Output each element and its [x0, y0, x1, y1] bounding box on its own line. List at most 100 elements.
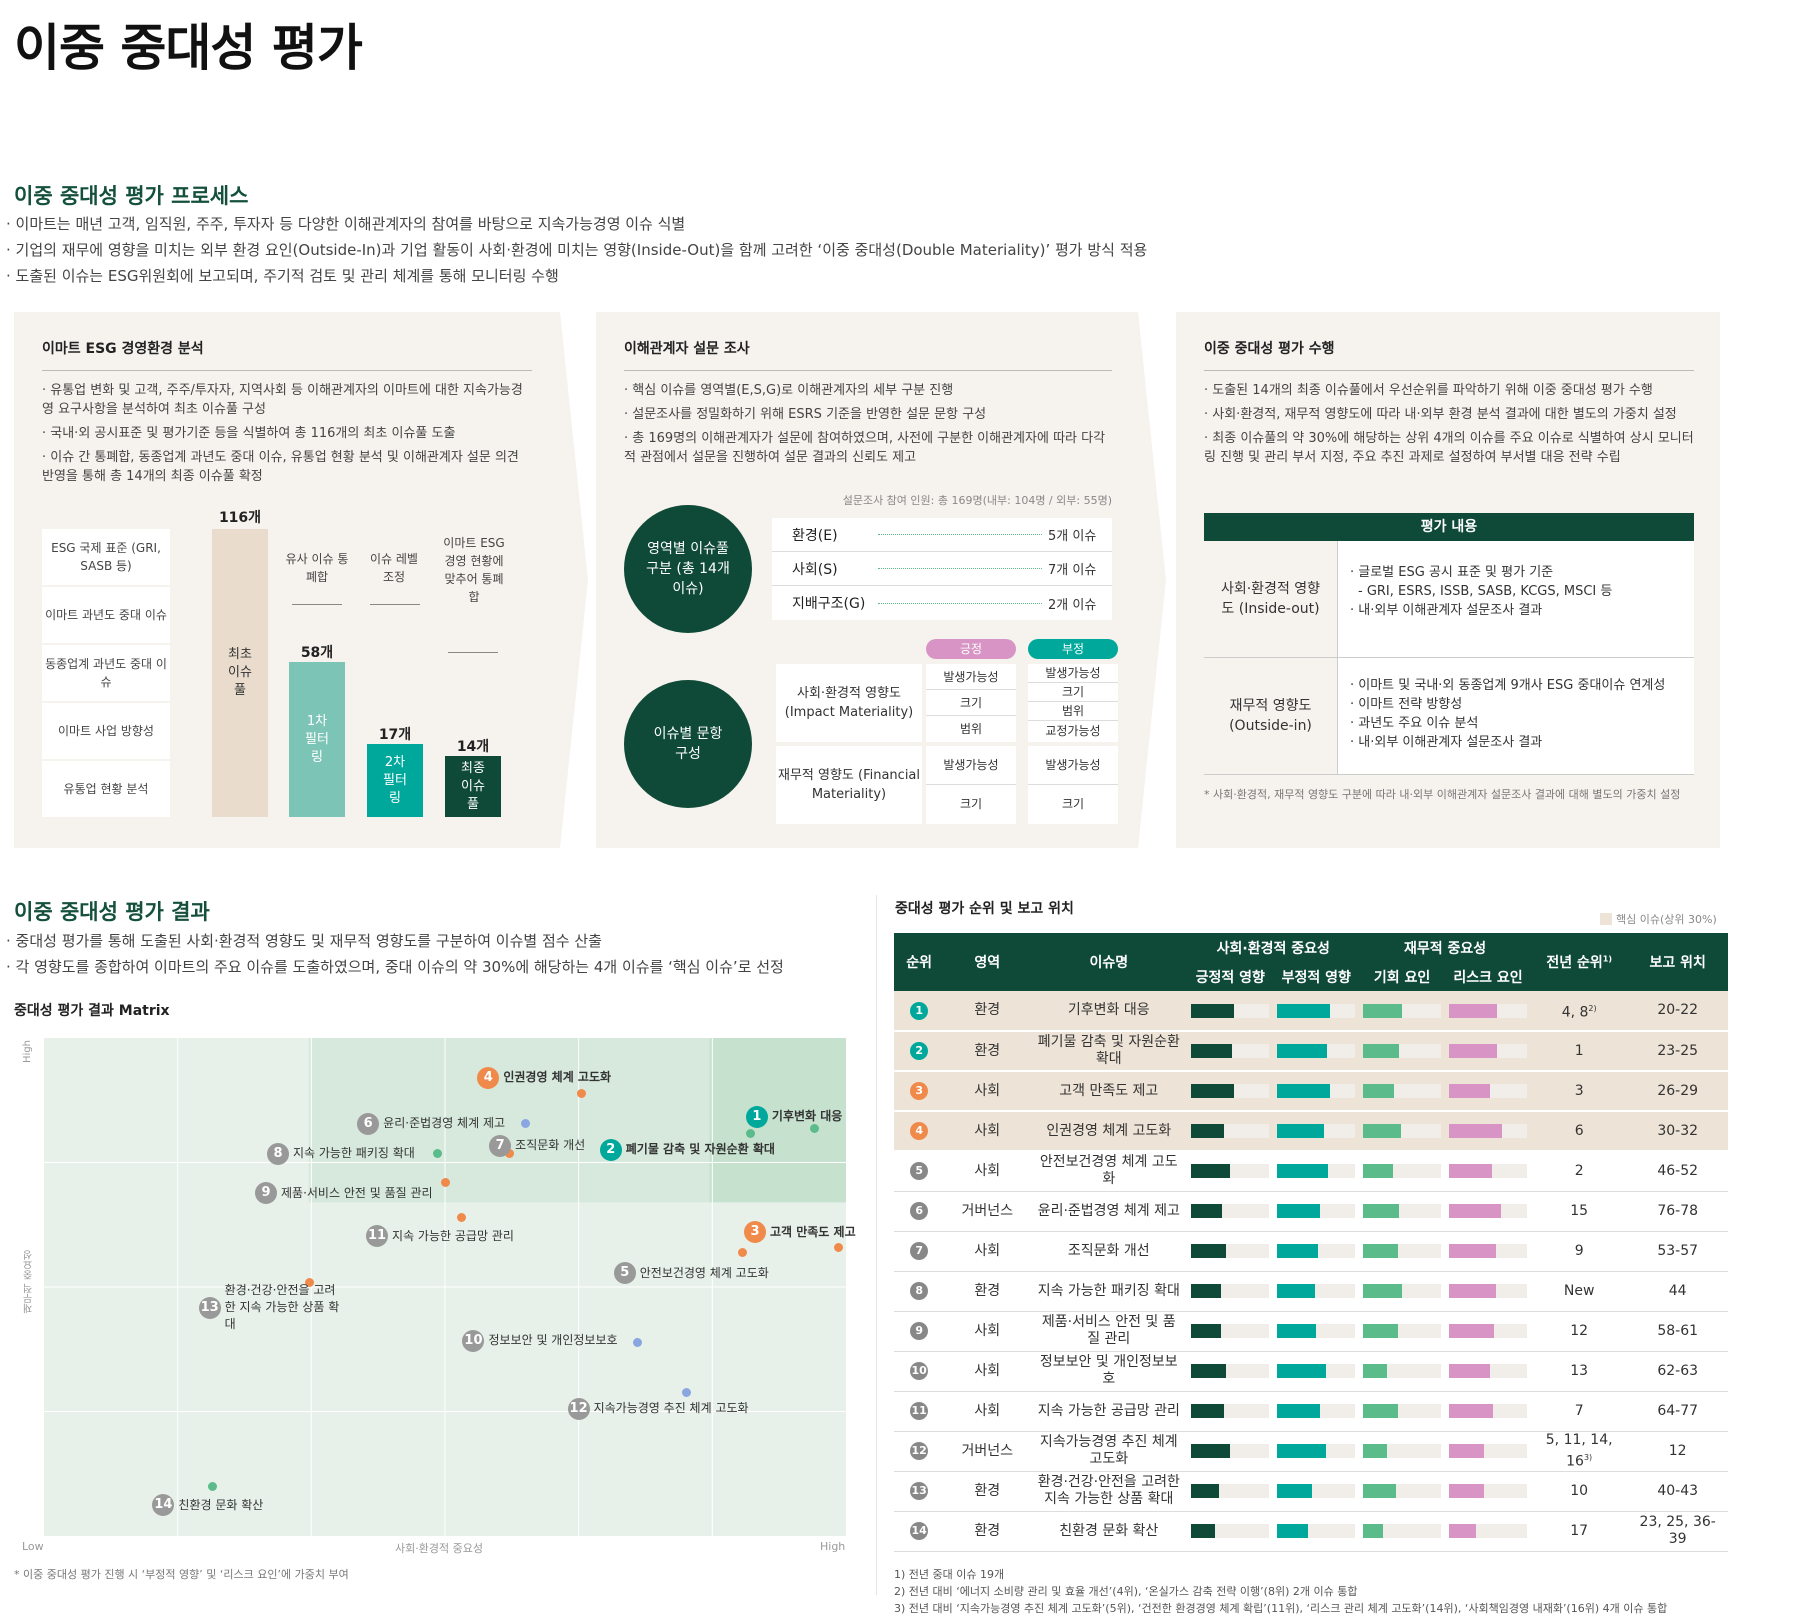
panel1-bullet: · 이슈 간 통폐합, 동종업계 과년도 중대 이슈, 유통업 현황 분석 및 … [42, 450, 519, 484]
result-title: 이중 중대성 평가 결과 [14, 900, 210, 924]
score-bar [1277, 1444, 1356, 1458]
table-row: 7 사회 조직문화 개선 9 53-57 [894, 1231, 1728, 1272]
score-bar [1449, 1204, 1528, 1218]
area-cell: 사회 [944, 1151, 1031, 1192]
report-cell: 12 [1627, 1431, 1728, 1472]
score-bar-fill [1449, 1164, 1492, 1179]
issue-cell: 환경·건강·안전을 고려한 지속 가능한 상품 확대 [1030, 1471, 1188, 1512]
score-bar-fill [1191, 1244, 1226, 1258]
score-bar [1363, 1044, 1442, 1058]
matrix-points: 1 기후변화 대응 2 폐기물 감축 및 자원순환 확대 3 고객 만족도 제고 4 인권경영… [44, 1038, 856, 1536]
score-bar [1191, 1484, 1270, 1498]
score-bar-fill [1277, 1284, 1315, 1298]
matrix-issue-label: 지속 가능한 공급망 관리 [392, 1228, 514, 1243]
score-cell [1359, 1191, 1446, 1232]
score-cell [1445, 1271, 1531, 1312]
rank-cell: 14 [894, 1511, 945, 1552]
score-bar [1449, 1044, 1528, 1058]
page-title: 이중 중대성 평가 [14, 19, 363, 77]
th-issue: 이슈명 [1030, 933, 1188, 991]
score-bar-fill [1191, 1484, 1220, 1498]
panel2-title: 이해관계자 설문 조사 [624, 338, 1112, 371]
score-bar [1363, 1404, 1442, 1418]
score-cell [1273, 1071, 1360, 1112]
score-cell [1445, 1071, 1531, 1112]
rank-badge: 8 [910, 1282, 929, 1300]
score-cell [1187, 1071, 1274, 1112]
score-cell [1445, 1031, 1531, 1072]
matrix-label-13: 13 환경·건강·안전을 고려한 지속 가능한 상품 확대 [198, 1282, 345, 1333]
matrix-number-badge: 5 [613, 1262, 636, 1285]
score-bar [1363, 1204, 1442, 1218]
rank-cell: 10 [894, 1351, 945, 1392]
score-bar-fill [1191, 1124, 1225, 1138]
score-bar-fill [1363, 1324, 1399, 1338]
matrix-label-5: 5 안전보건경영 체계 고도화 [613, 1262, 769, 1285]
area-leader [878, 568, 1042, 569]
score-cell [1445, 1431, 1531, 1472]
matrix-number-badge: 14 [152, 1494, 175, 1517]
process-arrow [1138, 312, 1166, 848]
circle-label: 영역별 이슈풀 구분 (총 14개 이슈) [646, 541, 730, 597]
ranking-body: 1 환경 기후변화 대응 4, 82) 20-22 2 환경 폐기물 감축 및 자원순환 확대… [894, 991, 1728, 1552]
score-bar [1449, 1244, 1528, 1258]
score-cell [1187, 1191, 1274, 1232]
rank-badge: 1 [910, 1001, 929, 1020]
financial-label: 재무적 영향도 (Financial Materiality) [776, 746, 922, 824]
source-list: ESG 국제 표준 (GRI, SASB 등) 이마트 과년도 중대 이슈 동종… [42, 529, 170, 817]
score-bar [1449, 1324, 1528, 1338]
score-bar [1277, 1124, 1356, 1138]
section-divider [876, 895, 877, 1595]
bar-label: 최초 이슈 풀 [228, 647, 252, 698]
matrix-issue-label: 조직문화 개선 [515, 1138, 586, 1153]
table-row: 2 환경 폐기물 감축 및 자원순환 확대 1 23-25 [894, 1031, 1728, 1072]
matrix-point-13 [304, 1278, 314, 1288]
area-name: 지배구조(G) [792, 596, 866, 612]
rank-cell: 5 [894, 1151, 945, 1192]
matrix-issue-label: 정보보안 및 개인정보보호 [488, 1333, 618, 1348]
impact-positive-list: 발생가능성 크기 범위 [926, 664, 1016, 742]
prev-rank-cell: 12 [1530, 1311, 1628, 1352]
bar-value-14: 14개 [456, 739, 490, 755]
prev-rank-cell: 13 [1530, 1351, 1628, 1392]
issue-cell: 조직문화 개선 [1030, 1231, 1188, 1272]
report-cell: 62-63 [1627, 1351, 1728, 1392]
score-bar [1191, 1444, 1270, 1458]
area-cell: 거버넌스 [944, 1431, 1031, 1472]
issue-cell: 친환경 문화 확산 [1030, 1511, 1188, 1552]
bar-second-filter: 2차 필터링 [367, 744, 423, 817]
rank-badge: 9 [910, 1322, 929, 1340]
source-item: 이마트 과년도 중대 이슈 [42, 587, 170, 643]
table-row: 10 사회 정보보안 및 개인정보보호 13 62-63 [894, 1351, 1728, 1392]
criterion: 크기 [1028, 785, 1118, 824]
bar-value-58: 58개 [300, 645, 334, 661]
criterion: 교정가능성 [1028, 721, 1118, 742]
area-cell: 환경 [944, 991, 1031, 1032]
score-cell [1359, 1151, 1446, 1192]
matrix-point-4 [577, 1088, 587, 1098]
matrix-issue-label: 윤리·준법경영 체계 제고 [383, 1116, 506, 1131]
report-cell: 23, 25, 36-39 [1627, 1511, 1728, 1552]
issue-cell: 인권경영 체계 고도화 [1030, 1111, 1188, 1152]
score-cell [1359, 1431, 1446, 1472]
issue-cell: 지속 가능한 공급망 관리 [1030, 1391, 1188, 1432]
score-bar-fill [1277, 1404, 1321, 1418]
matrix-point-6 [521, 1118, 531, 1128]
assessment-item: · 글로벌 ESG 공시 표준 및 평가 기준 [1350, 565, 1554, 580]
th-area: 영역 [944, 933, 1031, 991]
prev-rank-cell: 6 [1530, 1111, 1628, 1152]
criterion: 발생가능성 [926, 664, 1016, 690]
matrix-point-8 [432, 1148, 442, 1158]
assessment-item: · 이마트 전략 방향성 [1350, 697, 1463, 712]
matrix-issue-label: 지속 가능한 패키징 확대 [292, 1146, 415, 1161]
score-bar [1363, 1164, 1442, 1179]
assessment-item: · 내·외부 이해관계자 설문조사 결과 [1350, 735, 1543, 750]
score-cell [1187, 1031, 1274, 1072]
score-cell [1187, 1231, 1274, 1272]
matrix-label-3: 3 고객 만족도 제고 [743, 1221, 856, 1244]
score-cell [1187, 1111, 1274, 1152]
footnote: 3) 전년 대비 ‘지속가능경영 추진 체계 고도화’(5위), ‘건전한 환경… [894, 1602, 1668, 1615]
process-title: 이중 중대성 평가 프로세스 [14, 184, 249, 208]
matrix-label-9: 9 제품·서비스 안전 및 품질 관리 [255, 1182, 433, 1205]
score-bar [1277, 1524, 1356, 1538]
